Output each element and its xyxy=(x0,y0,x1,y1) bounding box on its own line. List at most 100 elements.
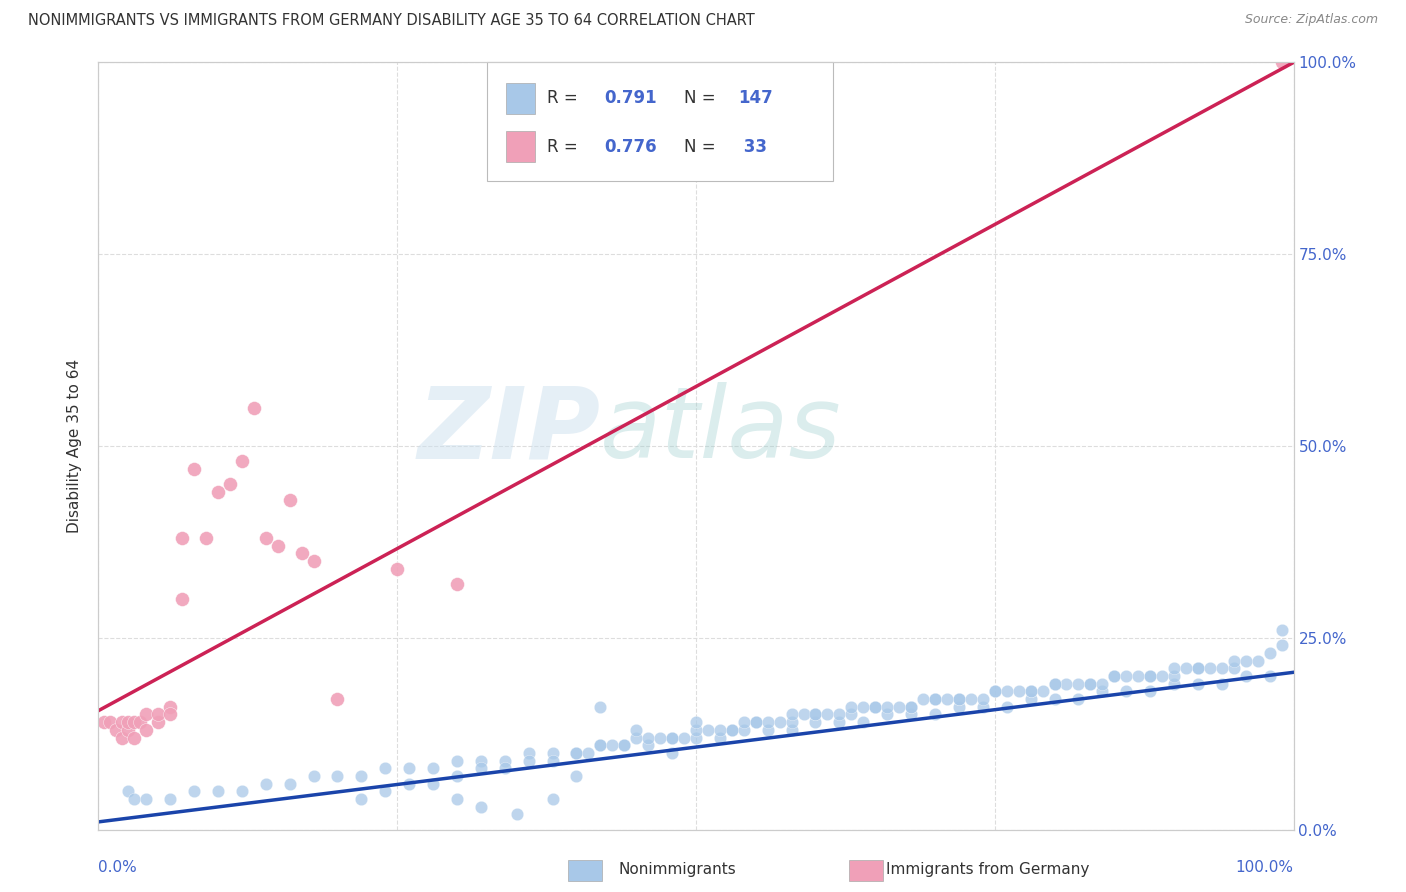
Point xyxy=(1234,654,1257,668)
Point xyxy=(995,699,1018,714)
Point xyxy=(506,807,529,822)
Point xyxy=(1163,677,1185,691)
Point xyxy=(231,454,253,468)
Point xyxy=(780,715,803,730)
Point xyxy=(219,477,242,491)
Point xyxy=(841,699,863,714)
Point xyxy=(733,723,755,737)
Text: 147: 147 xyxy=(738,89,772,108)
Point xyxy=(1104,669,1126,683)
Point xyxy=(1080,677,1102,691)
Point xyxy=(470,754,492,768)
Point xyxy=(172,531,194,545)
Point xyxy=(148,707,170,722)
Point xyxy=(267,539,290,553)
Point xyxy=(278,776,301,790)
Point xyxy=(159,792,181,806)
Point xyxy=(172,592,194,607)
Text: N =: N = xyxy=(685,89,721,108)
Point xyxy=(889,699,911,714)
Point xyxy=(721,723,744,737)
FancyBboxPatch shape xyxy=(506,83,534,114)
Point xyxy=(374,784,396,798)
Point xyxy=(756,715,779,730)
Text: NONIMMIGRANTS VS IMMIGRANTS FROM GERMANY DISABILITY AGE 35 TO 64 CORRELATION CHA: NONIMMIGRANTS VS IMMIGRANTS FROM GERMANY… xyxy=(28,13,755,29)
Point xyxy=(1187,661,1209,675)
Point xyxy=(254,776,277,790)
Point xyxy=(685,723,707,737)
Point xyxy=(350,769,373,783)
Point xyxy=(93,715,115,730)
Text: Immigrants from Germany: Immigrants from Germany xyxy=(886,863,1090,877)
Point xyxy=(1139,669,1161,683)
Point xyxy=(1223,654,1246,668)
Point xyxy=(589,699,612,714)
Point xyxy=(745,715,768,730)
Point xyxy=(124,731,146,745)
Point xyxy=(1080,677,1102,691)
Point xyxy=(135,792,157,806)
Point xyxy=(1163,661,1185,675)
Point xyxy=(494,761,516,775)
Point xyxy=(697,723,720,737)
Point xyxy=(852,699,875,714)
Point xyxy=(565,746,588,760)
Point xyxy=(1211,661,1233,675)
Point xyxy=(565,746,588,760)
Point xyxy=(446,577,468,591)
Point xyxy=(661,731,683,745)
Point xyxy=(685,715,707,730)
Point xyxy=(648,731,672,745)
FancyBboxPatch shape xyxy=(506,131,534,162)
Point xyxy=(541,792,564,806)
Point xyxy=(183,462,205,476)
Point xyxy=(1043,677,1066,691)
Point xyxy=(1032,684,1054,698)
Point xyxy=(494,754,516,768)
Point xyxy=(828,707,851,722)
Point xyxy=(105,723,128,737)
Point xyxy=(924,692,946,706)
Point xyxy=(117,784,139,798)
Point xyxy=(793,707,815,722)
Point xyxy=(804,707,827,722)
Point xyxy=(1139,684,1161,698)
Point xyxy=(398,776,420,790)
Point xyxy=(302,554,325,568)
Text: Source: ZipAtlas.com: Source: ZipAtlas.com xyxy=(1244,13,1378,27)
Point xyxy=(117,715,139,730)
Point xyxy=(1271,623,1294,637)
Point xyxy=(207,784,229,798)
Point xyxy=(422,776,444,790)
Point xyxy=(1043,692,1066,706)
Point xyxy=(135,707,157,722)
Text: 100.0%: 100.0% xyxy=(1236,860,1294,875)
Point xyxy=(1187,661,1209,675)
Point xyxy=(1019,692,1042,706)
Point xyxy=(613,738,636,752)
Point xyxy=(924,692,946,706)
Point xyxy=(589,738,612,752)
Point xyxy=(589,738,612,752)
Point xyxy=(446,769,468,783)
Point xyxy=(948,699,970,714)
Point xyxy=(398,761,420,775)
Point xyxy=(446,792,468,806)
Point xyxy=(780,723,803,737)
Point xyxy=(1067,677,1090,691)
Point xyxy=(661,746,683,760)
Point xyxy=(841,707,863,722)
Point xyxy=(291,546,314,560)
Point xyxy=(1067,692,1090,706)
Point xyxy=(1104,669,1126,683)
Point xyxy=(815,707,838,722)
Point xyxy=(673,731,696,745)
Point xyxy=(1019,684,1042,698)
Point xyxy=(733,715,755,730)
Point xyxy=(124,792,146,806)
Point xyxy=(804,707,827,722)
Text: 0.791: 0.791 xyxy=(605,89,657,108)
Text: Nonimmigrants: Nonimmigrants xyxy=(619,863,737,877)
Point xyxy=(243,401,266,415)
Point xyxy=(231,784,253,798)
